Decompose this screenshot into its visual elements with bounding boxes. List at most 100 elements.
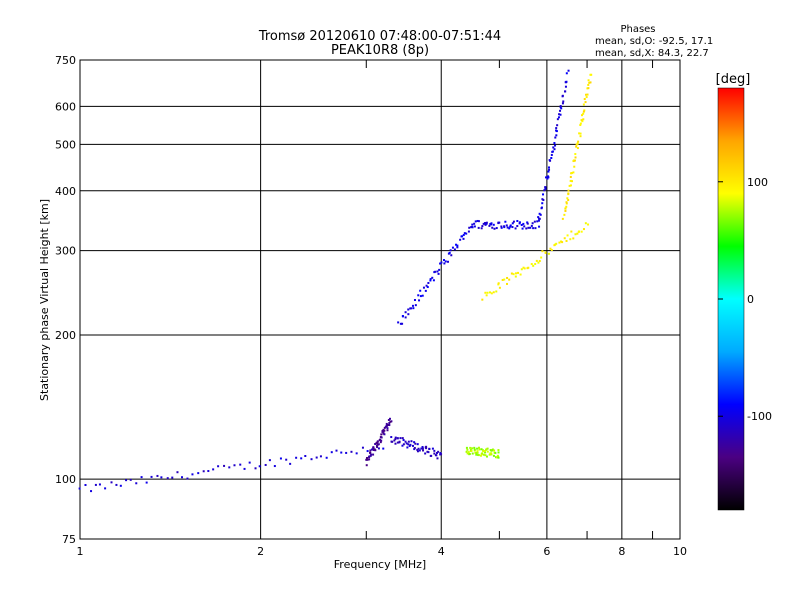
data-point [207, 470, 210, 473]
data-point [486, 291, 489, 294]
x-tick-label: 6 [543, 545, 550, 558]
data-point [431, 447, 434, 450]
data-point [258, 465, 261, 468]
data-point [407, 308, 410, 311]
data-point [459, 238, 462, 241]
data-point [548, 168, 551, 171]
data-point [532, 227, 535, 230]
data-point [431, 276, 434, 279]
data-point [471, 223, 474, 226]
data-point [491, 449, 494, 452]
colorbar-tick-label: 0 [747, 293, 754, 306]
data-point [579, 135, 582, 138]
data-point [421, 294, 424, 297]
data-point [530, 224, 533, 227]
data-point [440, 261, 443, 264]
data-point [553, 142, 556, 145]
data-point [509, 224, 512, 227]
data-point [482, 222, 485, 225]
data-point [564, 209, 567, 212]
phases-o-mode: mean, sd,O: -92.5, 17.1 [595, 36, 713, 47]
data-point [582, 118, 585, 121]
data-point [565, 201, 568, 204]
data-point [447, 260, 450, 263]
data-point [576, 142, 579, 145]
data-point [532, 264, 535, 267]
data-point [486, 447, 489, 450]
data-point [424, 452, 427, 455]
data-point [407, 443, 410, 446]
data-point [565, 202, 568, 205]
data-point [413, 299, 416, 302]
data-point [561, 241, 564, 244]
data-point [492, 291, 495, 294]
data-point [396, 437, 399, 440]
data-point [448, 251, 451, 254]
data-point [486, 450, 489, 453]
data-point [561, 102, 564, 105]
data-point [584, 101, 587, 104]
data-point [523, 225, 526, 228]
data-point [579, 122, 582, 125]
data-point [569, 184, 572, 187]
data-point [534, 227, 537, 230]
data-point [523, 267, 526, 270]
data-point [386, 429, 389, 432]
data-point [575, 145, 578, 148]
data-point [300, 457, 303, 460]
data-point [471, 452, 474, 455]
y-tick-label: 75 [62, 533, 76, 546]
data-point [538, 212, 541, 215]
data-point [569, 175, 572, 178]
data-point [413, 448, 416, 451]
data-point [521, 227, 524, 230]
data-point [233, 464, 236, 467]
data-point [578, 132, 581, 135]
data-point [463, 232, 466, 235]
data-point [559, 109, 562, 112]
data-point [212, 468, 215, 471]
data-point [450, 254, 453, 257]
data-point [413, 446, 416, 449]
data-point [510, 272, 513, 275]
data-point [583, 109, 586, 112]
data-point [414, 442, 417, 445]
data-point [493, 449, 496, 452]
data-point [115, 483, 118, 486]
y-tick-label: 600 [55, 100, 76, 113]
data-point [565, 72, 568, 75]
data-point [563, 237, 566, 240]
data-point [497, 451, 500, 454]
data-point [542, 198, 545, 201]
data-point [402, 438, 405, 441]
data-point [494, 456, 497, 459]
data-point [433, 452, 436, 455]
data-point [555, 127, 558, 130]
data-point [419, 295, 422, 298]
data-point [584, 222, 587, 225]
data-point [518, 222, 521, 225]
data-point [538, 217, 541, 220]
data-point [366, 458, 369, 461]
data-point [436, 270, 439, 273]
y-tick-label: 400 [55, 185, 76, 198]
data-point [370, 453, 373, 456]
data-point [466, 452, 469, 455]
data-point [555, 242, 558, 245]
data-point [564, 90, 567, 93]
data-point [310, 458, 313, 461]
data-point [580, 114, 583, 117]
data-point [509, 225, 512, 228]
data-point [372, 447, 375, 450]
data-point [484, 451, 487, 454]
data-point [544, 251, 547, 254]
data-point [588, 81, 591, 84]
data-point [388, 424, 391, 427]
data-point [587, 87, 590, 90]
data-point [119, 484, 122, 487]
data-point [407, 440, 410, 443]
data-point [145, 481, 148, 484]
data-point [580, 119, 583, 122]
data-point [368, 455, 371, 458]
data-point [414, 304, 417, 307]
